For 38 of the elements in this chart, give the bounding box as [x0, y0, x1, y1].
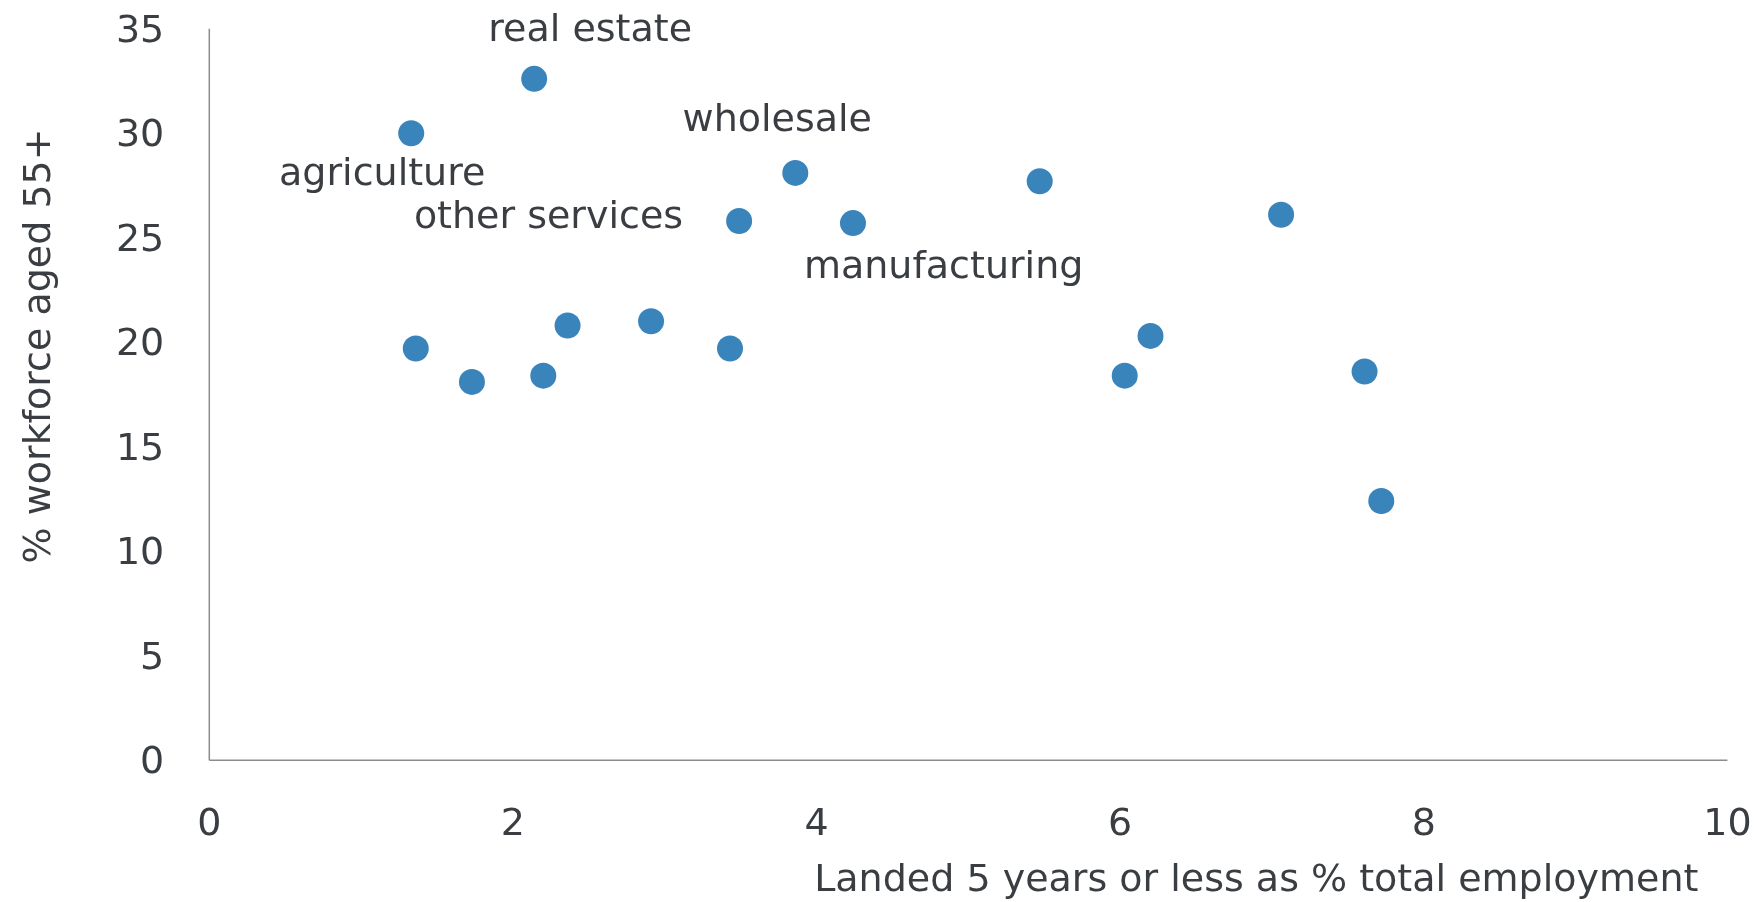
y-tick-label: 35: [115, 6, 165, 51]
x-tick-label: 8: [1411, 800, 1436, 845]
point: [638, 308, 665, 335]
point: [458, 368, 485, 395]
point: [521, 65, 548, 92]
point: [1026, 168, 1053, 195]
x-axis-title: Landed 5 years or less as % total employment: [814, 856, 1699, 901]
annotation: manufacturing: [803, 243, 1084, 288]
x-tick-label: 0: [197, 800, 222, 845]
x-tick-label: 6: [1108, 800, 1133, 845]
y-tick-label: 5: [140, 633, 165, 678]
point: [402, 335, 429, 362]
y-tick-label: 20: [115, 320, 165, 365]
point: [1111, 362, 1138, 389]
point: [1137, 322, 1164, 349]
point: [1351, 358, 1378, 385]
point: [726, 208, 753, 234]
point: [530, 362, 557, 389]
annotation: agriculture: [279, 150, 486, 195]
y-tick-label: 25: [115, 215, 165, 260]
x-tick-label: 4: [804, 800, 829, 845]
x-tick-label: 2: [500, 800, 526, 845]
point: [1268, 201, 1295, 228]
y-tick-label: 15: [115, 424, 165, 469]
annotation: other services: [413, 192, 684, 237]
point: [1368, 488, 1395, 515]
y-axis-title: % workforce aged 55+: [15, 128, 59, 564]
point: [717, 335, 744, 362]
annotation: wholesale: [682, 95, 872, 140]
y-tick-label: 10: [115, 529, 165, 574]
point: [782, 159, 809, 186]
annotation: real estate: [488, 5, 693, 50]
point: [554, 312, 581, 339]
y-tick-label: 0: [140, 738, 165, 783]
point: [839, 210, 866, 237]
y-tick-label: 30: [115, 111, 165, 156]
x-tick-label: 10: [1703, 800, 1752, 845]
point: [398, 120, 425, 147]
